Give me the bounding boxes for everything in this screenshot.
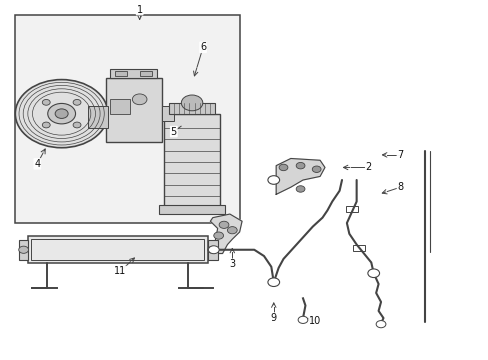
Bar bbox=[207, 240, 217, 260]
Circle shape bbox=[279, 164, 287, 171]
Bar bbox=[159, 205, 224, 214]
Polygon shape bbox=[210, 214, 242, 253]
Circle shape bbox=[181, 95, 203, 111]
Bar bbox=[105, 78, 161, 142]
Text: 2: 2 bbox=[365, 162, 371, 172]
Bar bbox=[15, 15, 239, 223]
Circle shape bbox=[219, 221, 228, 228]
Bar bbox=[161, 107, 173, 121]
Circle shape bbox=[73, 99, 81, 105]
Bar bbox=[88, 107, 108, 128]
Text: 8: 8 bbox=[397, 182, 403, 192]
Text: 5: 5 bbox=[170, 127, 177, 136]
Circle shape bbox=[15, 80, 108, 148]
Circle shape bbox=[267, 278, 279, 287]
Circle shape bbox=[267, 176, 279, 184]
Circle shape bbox=[73, 122, 81, 128]
Polygon shape bbox=[276, 158, 325, 194]
Circle shape bbox=[132, 94, 147, 105]
Circle shape bbox=[42, 99, 50, 105]
Bar bbox=[352, 245, 364, 251]
Circle shape bbox=[55, 109, 68, 118]
Text: 6: 6 bbox=[200, 42, 206, 52]
Text: 4: 4 bbox=[34, 159, 40, 169]
Bar bbox=[110, 99, 130, 114]
Circle shape bbox=[213, 232, 223, 239]
Circle shape bbox=[42, 122, 50, 128]
Bar bbox=[115, 71, 127, 76]
Text: 9: 9 bbox=[270, 313, 276, 323]
Circle shape bbox=[296, 162, 305, 169]
Circle shape bbox=[208, 246, 219, 254]
Circle shape bbox=[367, 269, 379, 278]
Circle shape bbox=[48, 103, 75, 124]
Circle shape bbox=[298, 316, 307, 323]
Circle shape bbox=[227, 226, 237, 234]
Text: 1: 1 bbox=[136, 5, 142, 15]
Text: 10: 10 bbox=[308, 316, 321, 325]
Bar bbox=[110, 69, 157, 78]
Bar bbox=[140, 71, 152, 76]
Text: 3: 3 bbox=[229, 259, 235, 269]
Circle shape bbox=[296, 186, 305, 192]
Bar bbox=[27, 236, 207, 263]
Bar bbox=[168, 103, 215, 114]
Bar bbox=[345, 206, 357, 212]
Circle shape bbox=[375, 320, 385, 328]
Text: 11: 11 bbox=[114, 266, 126, 276]
Circle shape bbox=[312, 166, 321, 172]
Bar bbox=[19, 240, 28, 260]
Circle shape bbox=[19, 246, 28, 253]
Bar bbox=[163, 114, 220, 207]
Circle shape bbox=[207, 246, 217, 253]
Bar bbox=[31, 239, 203, 260]
Text: 7: 7 bbox=[397, 150, 403, 160]
